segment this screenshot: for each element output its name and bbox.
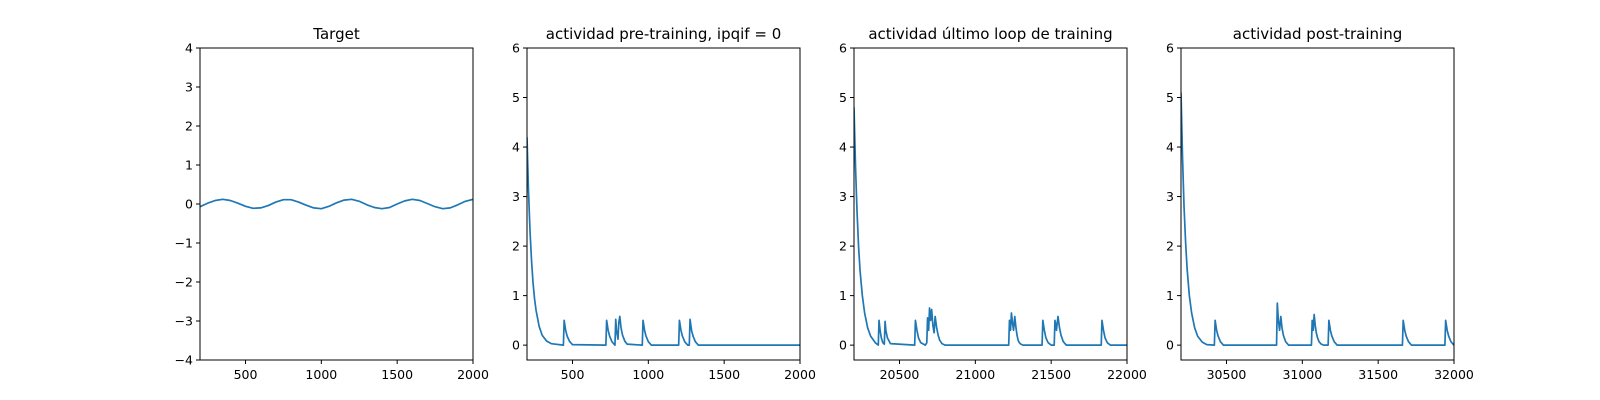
x-tick-label: 21500	[1031, 367, 1071, 382]
y-tick-label: 4	[839, 140, 847, 155]
x-tick-label: 1500	[708, 367, 740, 382]
y-tick-label: 5	[512, 90, 520, 105]
subplot-title: actividad último loop de training	[868, 25, 1112, 43]
x-tick-label: 500	[561, 367, 585, 382]
x-tick-label: 1000	[305, 367, 337, 382]
series-line	[527, 137, 800, 346]
y-tick-label: 3	[185, 80, 193, 95]
y-tick-label: 0	[1166, 338, 1174, 353]
y-tick-label: 6	[1166, 41, 1174, 56]
y-tick-label: 3	[1166, 189, 1174, 204]
y-tick-label: 3	[512, 189, 520, 204]
y-tick-label: 6	[512, 41, 520, 56]
y-tick-label: 5	[839, 90, 847, 105]
x-tick-label: 31000	[1282, 367, 1322, 382]
subplot-title: actividad post-training	[1233, 25, 1402, 43]
y-tick-label: 4	[185, 41, 193, 56]
subplot-1: Target 500 1000 1500 2000 −4 −3 −2 −1 0 1 2 3 4	[175, 25, 489, 382]
y-tick-label: 5	[1166, 90, 1174, 105]
x-tick-label: 22000	[1107, 367, 1147, 382]
y-tick-label: 1	[1166, 288, 1174, 303]
x-tick-label: 1000	[632, 367, 664, 382]
subplot-title: actividad pre-training, ipqif = 0	[546, 25, 782, 43]
series-line	[200, 198, 473, 210]
y-tick-label: 0	[185, 197, 193, 212]
y-tick-label: 6	[839, 41, 847, 56]
y-tick-label: 0	[512, 338, 520, 353]
series-line	[1181, 92, 1454, 346]
y-tick-label: 0	[839, 338, 847, 353]
axes-frame	[526, 47, 801, 361]
y-tick-label: 4	[1166, 140, 1174, 155]
y-tick-label: 4	[512, 140, 520, 155]
y-tick-label: 1	[839, 288, 847, 303]
y-tick-label: 1	[512, 288, 520, 303]
y-tick-label: 2	[185, 119, 193, 134]
x-tick-label: 1500	[381, 367, 413, 382]
y-tick-label: −2	[175, 275, 193, 290]
subplot-2: actividad pre-training, ipqif = 0 500 1000…	[512, 25, 816, 382]
series-line	[854, 107, 1127, 346]
x-tick-label: 2000	[457, 367, 489, 382]
y-tick-label: −4	[175, 353, 193, 368]
x-tick-label: 21000	[955, 367, 995, 382]
y-tick-label: 2	[512, 239, 520, 254]
y-tick-label: 1	[185, 158, 193, 173]
x-tick-label: 30500	[1207, 367, 1247, 382]
x-tick-label: 20500	[880, 367, 920, 382]
x-tick-label: 2000	[784, 367, 816, 382]
y-tick-label: 3	[839, 189, 847, 204]
y-tick-label: −3	[175, 314, 193, 329]
x-tick-label: 31500	[1358, 367, 1398, 382]
y-tick-label: 2	[839, 239, 847, 254]
axes-frame	[1180, 47, 1455, 361]
axes-frame	[853, 47, 1128, 361]
y-tick-label: 2	[1166, 239, 1174, 254]
x-tick-label: 32000	[1434, 367, 1474, 382]
x-tick-label: 500	[234, 367, 258, 382]
y-tick-label: −1	[175, 236, 193, 251]
subplot-title: Target	[312, 25, 360, 43]
